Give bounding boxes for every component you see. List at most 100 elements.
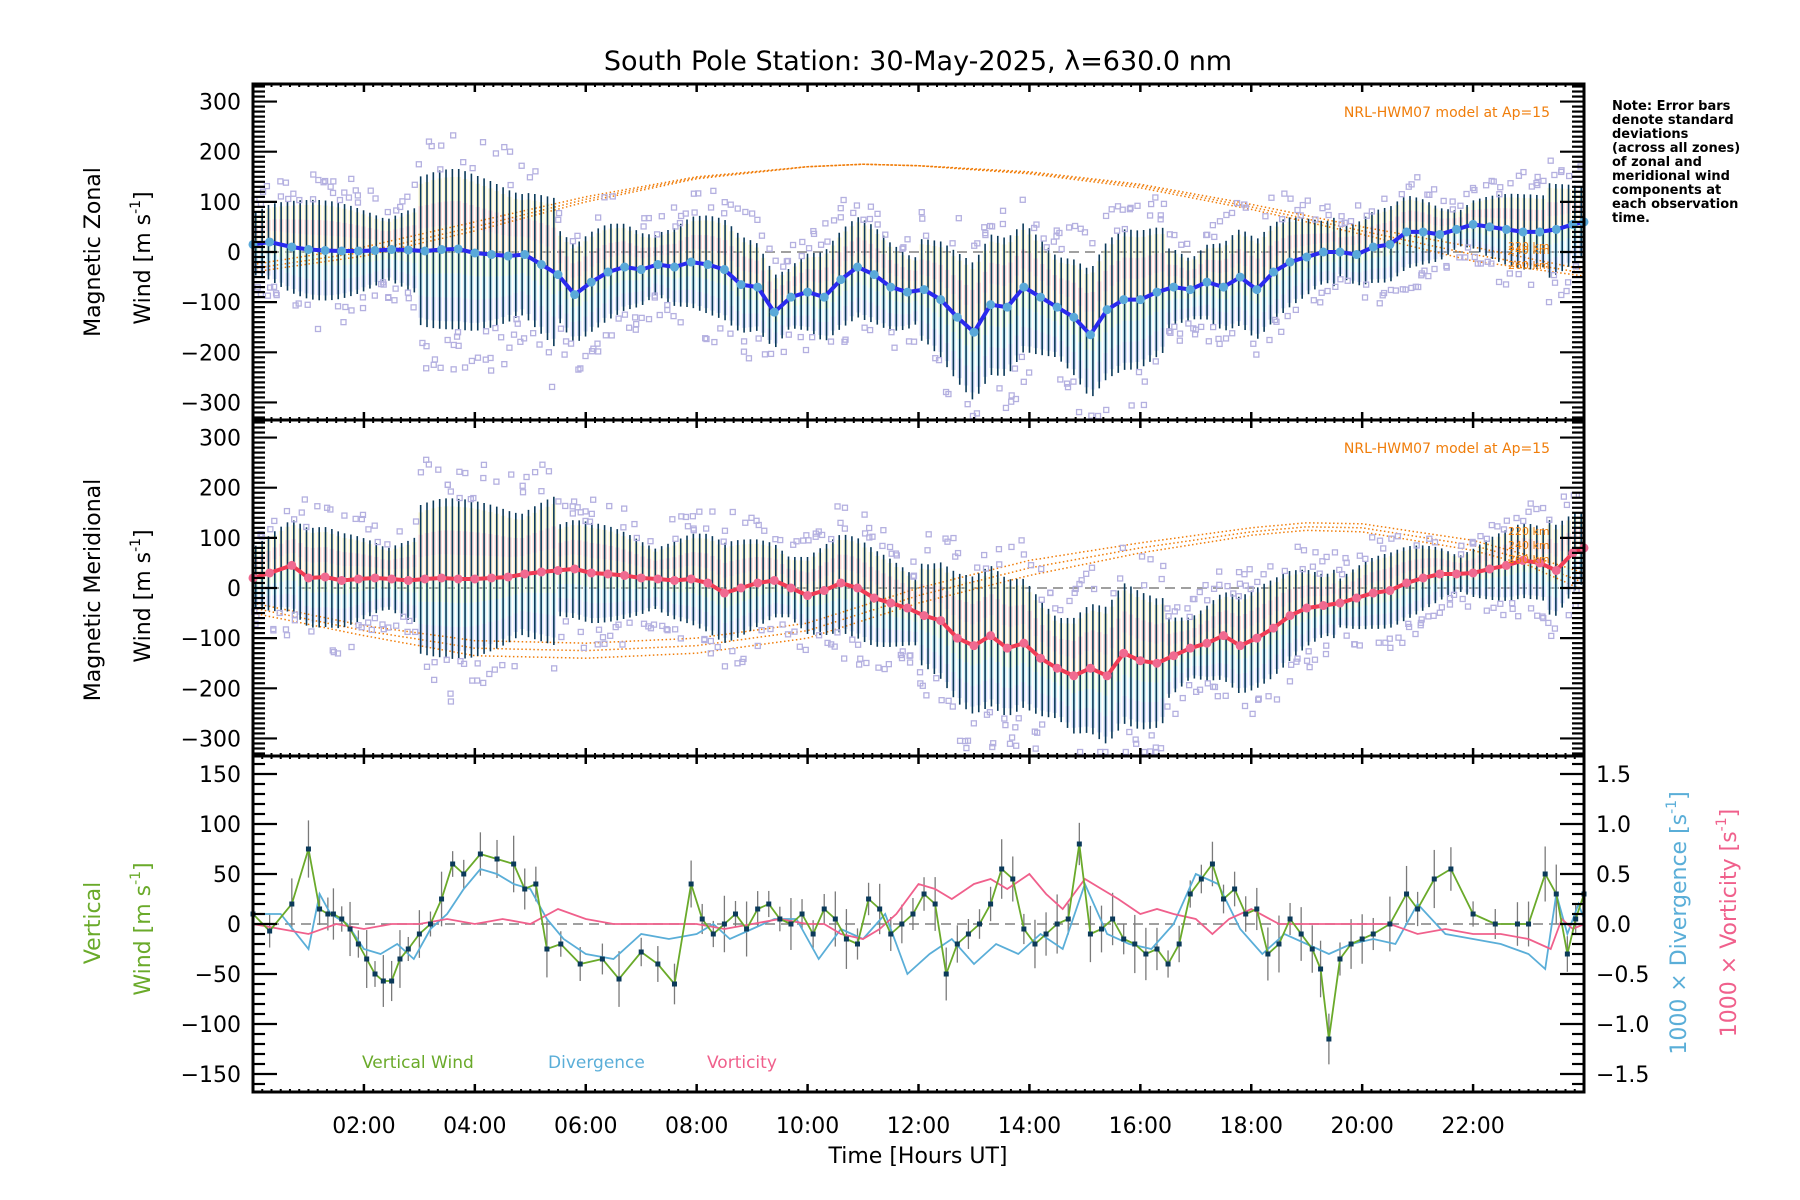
- meridional-wind-point: [453, 574, 463, 584]
- outlier-marker: [321, 177, 329, 185]
- outlier-marker: [1299, 565, 1306, 573]
- outlier-marker: [354, 192, 362, 199]
- outlier-marker: [986, 709, 994, 716]
- outlier-marker: [1015, 715, 1022, 722]
- vertical-wind-point: [1326, 1036, 1332, 1042]
- outlier-marker: [1344, 277, 1351, 284]
- outlier-marker: [411, 181, 418, 188]
- vertical-wind-point: [1198, 876, 1204, 882]
- outlier-marker: [1184, 240, 1191, 247]
- outlier-marker: [1395, 634, 1402, 641]
- outlier-marker: [866, 326, 874, 334]
- outlier-marker: [372, 195, 379, 202]
- outlier-marker: [437, 364, 444, 371]
- outlier-marker: [539, 461, 546, 468]
- meridional-wind-point: [1235, 641, 1245, 651]
- outlier-marker: [1211, 683, 1219, 691]
- outlier-marker: [1551, 279, 1559, 286]
- outlier-marker: [1381, 195, 1388, 202]
- outlier-marker: [342, 303, 349, 311]
- outlier-marker: [1558, 291, 1565, 299]
- outlier-marker: [257, 531, 264, 538]
- outlier-marker: [474, 354, 482, 361]
- outlier-marker: [625, 324, 633, 331]
- outlier-marker: [296, 196, 303, 204]
- outlier-marker: [308, 628, 315, 635]
- outlier-marker: [897, 651, 904, 659]
- outlier-marker: [626, 619, 633, 626]
- zonal-wind-point: [1069, 312, 1079, 322]
- outlier-marker: [315, 176, 322, 184]
- vertical-wind-point: [1076, 841, 1082, 847]
- meridional-wind-point: [603, 569, 613, 579]
- outlier-marker: [707, 204, 715, 211]
- meridional-wind-point: [819, 586, 829, 596]
- outlier-marker: [1057, 606, 1064, 614]
- outlier-marker: [720, 538, 727, 545]
- outlier-marker: [562, 338, 570, 345]
- outlier-marker: [1146, 212, 1154, 219]
- outlier-marker: [785, 331, 792, 338]
- outlier-marker: [1204, 597, 1211, 604]
- zonal-wind-point: [1402, 227, 1412, 237]
- outlier-marker: [1284, 312, 1291, 320]
- outlier-marker: [487, 367, 495, 374]
- outlier-marker: [1356, 552, 1363, 559]
- outlier-marker: [1387, 644, 1394, 652]
- zonal-wind-point: [902, 287, 912, 297]
- zonal-wind-point: [1435, 229, 1445, 239]
- outlier-marker: [562, 502, 569, 510]
- zonal-wind-point: [919, 285, 929, 295]
- outlier-marker: [861, 324, 868, 331]
- outlier-marker: [1186, 613, 1193, 621]
- outlier-marker: [1387, 286, 1395, 294]
- outlier-marker: [474, 660, 481, 667]
- vertical-wind-point: [305, 846, 311, 852]
- model-curve-km: [252, 526, 1585, 652]
- outlier-marker: [1540, 177, 1547, 185]
- outlier-marker: [303, 523, 310, 531]
- meridional-wind-point: [1485, 564, 1495, 574]
- zonal-wind-point: [1535, 227, 1545, 237]
- outlier-marker: [273, 291, 280, 299]
- outlier-marker: [850, 209, 857, 217]
- outlier-marker: [933, 675, 940, 682]
- outlier-marker: [1477, 260, 1484, 267]
- meridional-wind-point: [1085, 663, 1095, 673]
- outlier-marker: [1503, 517, 1510, 524]
- vertical-wind-point: [558, 941, 564, 947]
- outlier-marker: [874, 221, 881, 228]
- meridional-wind-point: [1002, 643, 1012, 653]
- outlier-marker: [1205, 338, 1212, 345]
- outlier-marker: [1114, 203, 1122, 210]
- outlier-marker: [1135, 368, 1143, 376]
- meridional-wind-point: [1551, 565, 1561, 575]
- zonal-wind-point: [437, 244, 447, 254]
- meridional-wind-point: [886, 598, 896, 608]
- vertical-wind-point: [988, 901, 994, 907]
- outlier-marker: [1520, 168, 1527, 176]
- outlier-marker: [1030, 224, 1038, 232]
- outlier-marker: [1229, 330, 1236, 337]
- outlier-marker: [793, 538, 800, 545]
- meridional-wind-point: [803, 591, 813, 601]
- outlier-marker: [1025, 369, 1033, 376]
- outlier-marker: [1418, 616, 1425, 623]
- outlier-marker: [1317, 299, 1324, 306]
- meridional-wind-point: [387, 574, 397, 584]
- vertical-wind-point: [616, 976, 622, 982]
- vertical-wind-point: [1287, 916, 1293, 922]
- outlier-marker: [1247, 585, 1254, 593]
- vertical-wind-point: [380, 978, 386, 984]
- outlier-marker: [392, 285, 399, 292]
- outlier-marker: [758, 232, 766, 239]
- outlier-marker: [1509, 605, 1516, 613]
- outlier-marker: [1324, 287, 1331, 295]
- outlier-marker: [1210, 585, 1218, 592]
- outlier-marker: [1341, 219, 1348, 226]
- outlier-marker: [1551, 625, 1559, 632]
- outlier-marker: [267, 526, 274, 533]
- outlier-marker: [1563, 501, 1571, 509]
- outlier-marker: [866, 524, 873, 532]
- outlier-marker: [1415, 283, 1422, 291]
